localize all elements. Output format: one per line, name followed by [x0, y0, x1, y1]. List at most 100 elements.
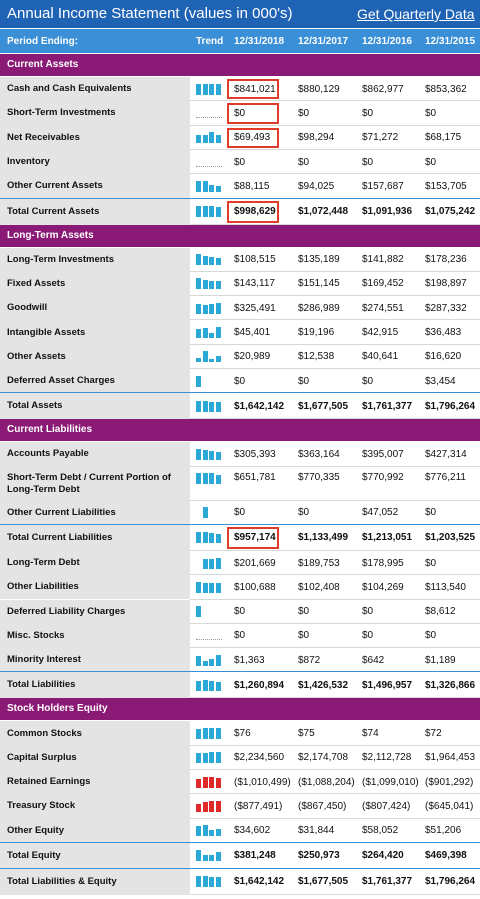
value-cell: $157,687: [362, 180, 404, 192]
trend-bar: [209, 558, 214, 569]
trend-bar: [209, 83, 214, 95]
get-quarterly-data-link[interactable]: Get Quarterly Data: [357, 6, 475, 22]
trend-bar: [209, 800, 214, 812]
value-cell: $40,641: [362, 351, 399, 363]
row-divider: [0, 392, 480, 394]
value-cell: $0: [362, 156, 374, 168]
trend-bar: [202, 825, 208, 837]
value-cell: $1,203,525: [425, 532, 476, 544]
trend-bar: [196, 803, 201, 812]
row-label-cell: Total Assets: [0, 393, 190, 420]
trend-bar: [202, 801, 208, 812]
trend-sparkbar-icon[interactable]: [196, 728, 222, 740]
trend-sparkbar-icon[interactable]: [196, 532, 222, 544]
trend-bar: [209, 680, 214, 691]
value-cell: $0: [362, 606, 374, 618]
trend-sparkbar-icon[interactable]: [196, 278, 222, 290]
row-label-cell: Other Assets: [0, 344, 190, 369]
trend-sparkbar-icon[interactable]: [196, 400, 222, 412]
row-label-cell: Minority Interest: [0, 648, 190, 673]
value-cell: $1,496,957: [362, 679, 413, 691]
trend-sparkbar-icon[interactable]: [196, 108, 222, 119]
value-cell: ($645,041): [425, 800, 474, 812]
value-cell: $2,112,728: [362, 752, 412, 764]
trend-bar: [202, 280, 208, 290]
total-row: Total Equity $381,248 $250,973 $264,420 $469…: [0, 842, 480, 869]
trend-sparkbar-icon[interactable]: [196, 850, 222, 862]
value-cell: $3,454: [425, 375, 456, 387]
value-cell: $0: [298, 606, 310, 618]
trend-sparkbar-icon[interactable]: [196, 606, 222, 618]
trend-sparkbar-icon[interactable]: [196, 375, 222, 387]
row-label: Intangible Assets: [7, 326, 86, 338]
highlight-box: [227, 200, 279, 223]
trend-sparkbar-icon[interactable]: [196, 800, 222, 812]
trend-bar: [196, 655, 201, 666]
trend-sparkbar-icon[interactable]: [196, 557, 222, 569]
trend-bar: [196, 278, 201, 290]
row-label-cell: Treasury Stock: [0, 794, 190, 819]
trend-bar: [215, 185, 221, 192]
trend-sparkbar-icon[interactable]: [196, 752, 222, 764]
trend-sparkbar-icon[interactable]: [196, 448, 222, 460]
value-cell: $12,538: [298, 351, 335, 363]
table-row: Other Liabilities $100,688 $102,408 $104,26…: [0, 575, 480, 600]
row-label: Total Current Assets: [7, 205, 100, 217]
trend-sparkbar-icon[interactable]: [196, 327, 222, 339]
trend-sparkbar-icon[interactable]: [196, 206, 222, 217]
trend-bar: [196, 606, 201, 618]
row-label: Other Assets: [7, 350, 66, 362]
value-cell: $0: [234, 606, 246, 618]
value-cell: $363,164: [298, 448, 340, 460]
trend-bar: [209, 281, 214, 290]
value-cell: $381,248: [234, 850, 276, 862]
value-cell: $0: [425, 107, 437, 119]
row-label-cell: Goodwill: [0, 296, 190, 321]
trend-sparkbar-icon[interactable]: [196, 132, 222, 144]
row-label-cell: Misc. Stocks: [0, 623, 190, 649]
value-cell: $58,052: [362, 825, 399, 837]
trend-bar: [209, 450, 214, 460]
trend-sparkbar-icon[interactable]: [196, 825, 222, 837]
trend-sparkbar-icon[interactable]: [196, 157, 222, 168]
row-label: Deferred Asset Charges: [7, 375, 115, 387]
table-row: Other Current Assets $88,115 $94,025 $157,6…: [0, 174, 480, 199]
trend-sparkbar-icon[interactable]: [196, 654, 222, 666]
value-cell: $1,260,894: [234, 679, 285, 691]
value-cell: $2,234,560: [234, 752, 285, 764]
trend-bar: [196, 532, 201, 544]
section-header: Long-Term Assets: [0, 224, 480, 247]
row-label: Net Receivables: [7, 131, 80, 143]
row-divider: [0, 523, 480, 525]
trend-bar: [196, 729, 201, 740]
trend-bar: [209, 206, 214, 217]
trend-sparkbar-icon[interactable]: [196, 254, 222, 266]
value-cell: ($867,450): [298, 800, 347, 812]
trend-sparkbar-icon[interactable]: [196, 507, 222, 519]
trend-sparkbar-icon[interactable]: [196, 776, 222, 788]
value-cell: $178,236: [425, 254, 467, 266]
trend-bar: [209, 132, 214, 144]
section-header: Current Assets: [0, 54, 480, 76]
table-row: Long-Term Investments $108,515 $135,189 $14…: [0, 247, 480, 272]
trend-bar: [196, 358, 201, 363]
trend-bar: [209, 184, 214, 192]
value-cell: $31,844: [298, 825, 335, 837]
trend-sparkbar-icon[interactable]: [196, 180, 222, 192]
trend-bar: [215, 401, 221, 412]
trend-bar: [196, 753, 201, 764]
trend-sparkbar-icon[interactable]: [196, 302, 222, 314]
table-row: Fixed Assets $143,117 $151,145 $169,452 $198…: [0, 271, 480, 297]
trend-sparkbar-icon[interactable]: [196, 876, 222, 888]
trend-sparkbar-icon[interactable]: [196, 581, 222, 593]
value-cell: $8,612: [425, 606, 456, 618]
trend-bar: [209, 776, 214, 788]
trend-sparkbar-icon[interactable]: [196, 83, 222, 95]
trend-sparkbar-icon[interactable]: [196, 351, 222, 363]
trend-sparkbar-icon[interactable]: [196, 630, 222, 641]
row-label: Cash and Cash Equivalents: [7, 83, 132, 95]
row-label: Retained Earnings: [7, 776, 91, 788]
trend-sparkbar-icon[interactable]: [196, 679, 222, 691]
trend-sparkbar-icon[interactable]: [196, 472, 222, 484]
trend-bar: [196, 83, 201, 95]
